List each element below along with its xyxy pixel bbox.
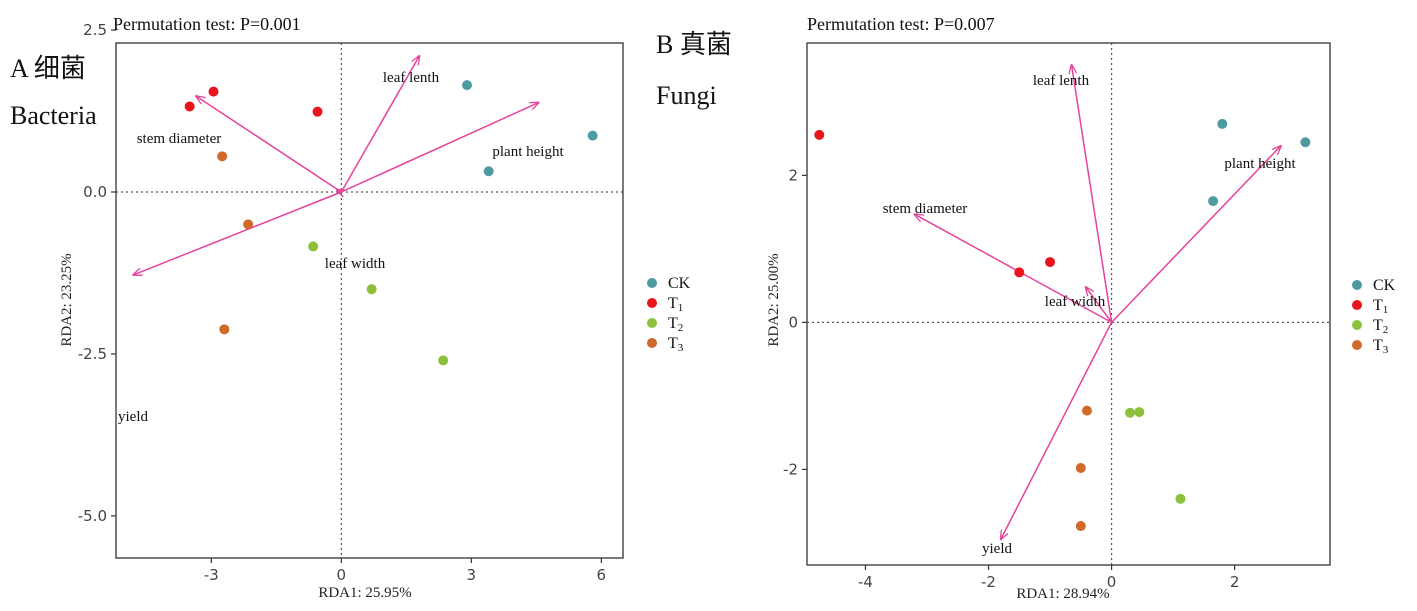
point-t2	[438, 355, 449, 366]
panel-b-letter: B 真菌	[656, 30, 732, 59]
x-tick-label: 2	[1230, 573, 1240, 591]
y-tick-label: 0	[788, 313, 798, 331]
arrow-yield	[133, 191, 342, 275]
arrow-plant-height	[1111, 146, 1281, 323]
arrow-label-stem-diameter: stem diameter	[137, 131, 222, 147]
legend-marker-ck	[647, 278, 657, 288]
x-tick-label: -2	[981, 573, 996, 591]
legend-marker-t1	[647, 298, 657, 308]
y-tick-label: -5.0	[78, 507, 107, 525]
arrow-label-yield: yield	[982, 541, 1012, 557]
point-t1	[1014, 267, 1025, 278]
arrow-leaf-width	[1086, 287, 1113, 323]
y-tick-label: 2.5	[83, 21, 107, 39]
panel-a-frame	[115, 42, 624, 559]
point-ck	[587, 130, 598, 141]
panel-a-x-axis-label: RDA1: 25.95%	[318, 585, 411, 601]
arrow-label-leaf-lenth: leaf lenth	[383, 70, 440, 86]
legend-label-t3: T3	[1373, 337, 1389, 356]
point-t2	[1175, 493, 1186, 504]
legend-marker-ck	[1352, 280, 1362, 290]
arrow-yield	[1001, 322, 1113, 539]
legend-label-t2: T2	[668, 315, 683, 334]
y-tick-label: 0.0	[83, 183, 107, 201]
point-ck	[1217, 118, 1228, 129]
arrow-label-leaf-width: leaf width	[325, 256, 386, 272]
point-t1	[814, 129, 825, 140]
point-t3	[1075, 462, 1086, 473]
arrow-leaf-lenth	[340, 56, 419, 193]
panel-b-title: Permutation test: P=0.007	[807, 14, 995, 34]
point-t2	[1134, 407, 1145, 418]
legend-label-ck: CK	[668, 275, 691, 292]
arrow-label-stem-diameter: stem diameter	[883, 201, 968, 217]
x-tick-label: 0	[1107, 573, 1117, 591]
point-t1	[312, 106, 323, 117]
point-t2	[366, 284, 377, 295]
legend-label-ck: CK	[1373, 277, 1396, 294]
arrow-label-yield: yield	[118, 409, 148, 425]
x-tick-label: 3	[467, 566, 477, 584]
x-tick-label: 0	[337, 566, 347, 584]
legend-marker-t1	[1352, 300, 1362, 310]
arrow-label-leaf-width: leaf width	[1045, 294, 1106, 310]
point-ck	[1208, 196, 1219, 207]
panel-a-title: Permutation test: P=0.001	[113, 14, 301, 34]
panel-a-y-axis-label: RDA2: 23.25%	[59, 253, 75, 346]
panel-b-y-axis-label: RDA2: 25.00%	[766, 253, 782, 346]
y-tick-label: -2.5	[78, 345, 107, 363]
legend-marker-t2	[647, 318, 657, 328]
panel-b-frame	[806, 42, 1331, 566]
y-tick-label: 2	[788, 166, 798, 184]
point-t2	[1125, 407, 1136, 418]
point-t1	[184, 101, 195, 112]
arrow-stem-diameter	[915, 214, 1112, 324]
legend-label-t1: T1	[668, 295, 683, 314]
point-t3	[1081, 405, 1092, 416]
arrow-stem-diameter	[196, 96, 342, 193]
point-t2	[308, 241, 319, 252]
legend-label-t2: T2	[1373, 317, 1388, 336]
panel-b-x-axis-label: RDA1: 28.94%	[1016, 586, 1109, 602]
point-t3	[243, 219, 254, 230]
point-ck	[462, 80, 472, 91]
point-ck	[483, 166, 494, 177]
panel-b-plot: Permutation test: P=0.007 -4 -2 0 2 2 0 -2 RDA1:…	[766, 14, 1396, 602]
legend-label-t3: T3	[668, 335, 684, 354]
arrow-plant-height	[341, 103, 538, 193]
point-t3	[217, 151, 228, 162]
point-t3	[219, 324, 230, 335]
legend-label-t1: T1	[1373, 297, 1388, 316]
x-tick-label: 6	[597, 566, 607, 584]
y-tick-label: -2	[783, 460, 798, 478]
x-tick-label: -4	[858, 573, 873, 591]
x-tick-label: -3	[204, 566, 219, 584]
point-t3	[1075, 521, 1086, 532]
arrow-leaf-lenth	[1072, 65, 1113, 323]
arrow-label-plant-height: plant height	[492, 144, 564, 160]
panel-b-english-label: Fungi	[656, 81, 717, 110]
legend-marker-t3	[1352, 340, 1362, 350]
legend-marker-t3	[647, 338, 657, 348]
point-t1	[208, 86, 219, 97]
arrow-label-leaf-lenth: leaf lenth	[1033, 73, 1090, 89]
point-ck	[1300, 137, 1311, 148]
point-t1	[1045, 257, 1056, 268]
arrow-label-plant-height: plant height	[1224, 156, 1296, 172]
panel-a-plot: Permutation test: P=0.001 -3 0 3 6 2.5 0.0 -2.5…	[59, 14, 691, 601]
panel-a-english-label: Bacteria	[10, 101, 97, 130]
panel-a-letter: A 细菌	[10, 54, 86, 83]
legend-marker-t2	[1352, 320, 1362, 330]
